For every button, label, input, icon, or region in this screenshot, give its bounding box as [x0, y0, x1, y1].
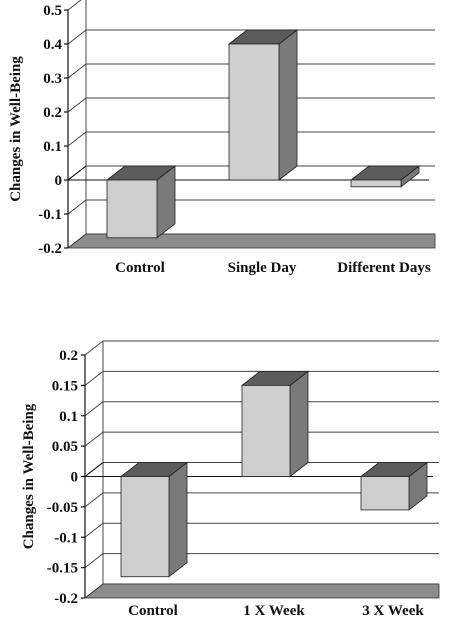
- y-tick-label: -0.05: [47, 500, 78, 516]
- floor: [83, 583, 440, 599]
- y-tick-label: 0.05: [52, 439, 78, 455]
- x-category-label: Single Day: [228, 260, 297, 276]
- y-axis-label: Changes in Well-Being: [21, 403, 37, 549]
- gridline-side: [67, 29, 87, 45]
- gridline-side: [67, 199, 87, 215]
- bar: [106, 179, 158, 239]
- y-tick-label: -0.15: [47, 561, 78, 577]
- gridline-side: [84, 340, 104, 356]
- bar: [228, 43, 280, 181]
- bar-different-days: [349, 165, 421, 188]
- y-tick-label: 0: [71, 470, 79, 486]
- bar: [350, 179, 402, 188]
- bar-side: [168, 461, 188, 578]
- gridline-side: [84, 492, 104, 508]
- y-tick-label: -0.2: [38, 241, 62, 257]
- zero-line-side: [67, 165, 87, 181]
- gridline-side: [84, 431, 104, 447]
- y-tick-label: 0.1: [59, 409, 78, 425]
- floor: [66, 233, 436, 249]
- x-category-label: 1 X Week: [243, 603, 305, 619]
- y-tick-label: 0: [55, 173, 63, 189]
- bar: [360, 476, 410, 511]
- gridline-side: [67, 131, 87, 147]
- gridline-side: [84, 370, 104, 386]
- gridline-side: [84, 553, 104, 569]
- bar-control: [119, 461, 189, 578]
- y-tick-label: 0.4: [43, 37, 62, 53]
- bar-control: [105, 165, 177, 239]
- bar: [120, 476, 170, 578]
- y-tick-label: 0.5: [43, 3, 62, 19]
- y-tick-label: 0.2: [43, 105, 62, 121]
- zero-line-side: [84, 462, 104, 477]
- bar-1-x-week: [240, 370, 310, 478]
- bar-side: [289, 370, 309, 478]
- y-tick-label: 0.2: [59, 348, 78, 364]
- y-tick-label: 0.1: [43, 139, 62, 155]
- bar-side: [278, 29, 298, 181]
- bar-single-day: [227, 29, 299, 181]
- gridline-side: [67, 0, 82, 11]
- gridline-side: [67, 63, 87, 79]
- x-category-label: Control: [115, 260, 165, 276]
- x-category-label: Control: [128, 603, 178, 619]
- x-category-label: 3 X Week: [362, 603, 424, 619]
- bar: [241, 384, 291, 477]
- y-tick-label: -0.2: [54, 591, 78, 607]
- bar-3-x-week: [359, 461, 429, 511]
- y-tick-label: -0.1: [54, 530, 78, 546]
- y-tick-label: 0.15: [52, 378, 78, 394]
- y-tick-label: 0.3: [43, 71, 62, 87]
- y-axis-label: Changes in Well-Being: [8, 56, 24, 202]
- gridline-side: [67, 97, 87, 113]
- chart-1: 0.5 0.4 0.3 0.2 0.1 0 -0.1 -0.2 Control Single Da…: [8, 0, 436, 276]
- gridline-side: [84, 401, 104, 417]
- x-category-label: Different Days: [337, 260, 431, 276]
- gridline-side: [84, 522, 104, 538]
- y-tick-label: -0.1: [38, 207, 62, 223]
- chart-2: 0.2 0.15 0.1 0.05 0 -0.05 -0.1 -0.15 -0.2 Control…: [21, 340, 440, 619]
